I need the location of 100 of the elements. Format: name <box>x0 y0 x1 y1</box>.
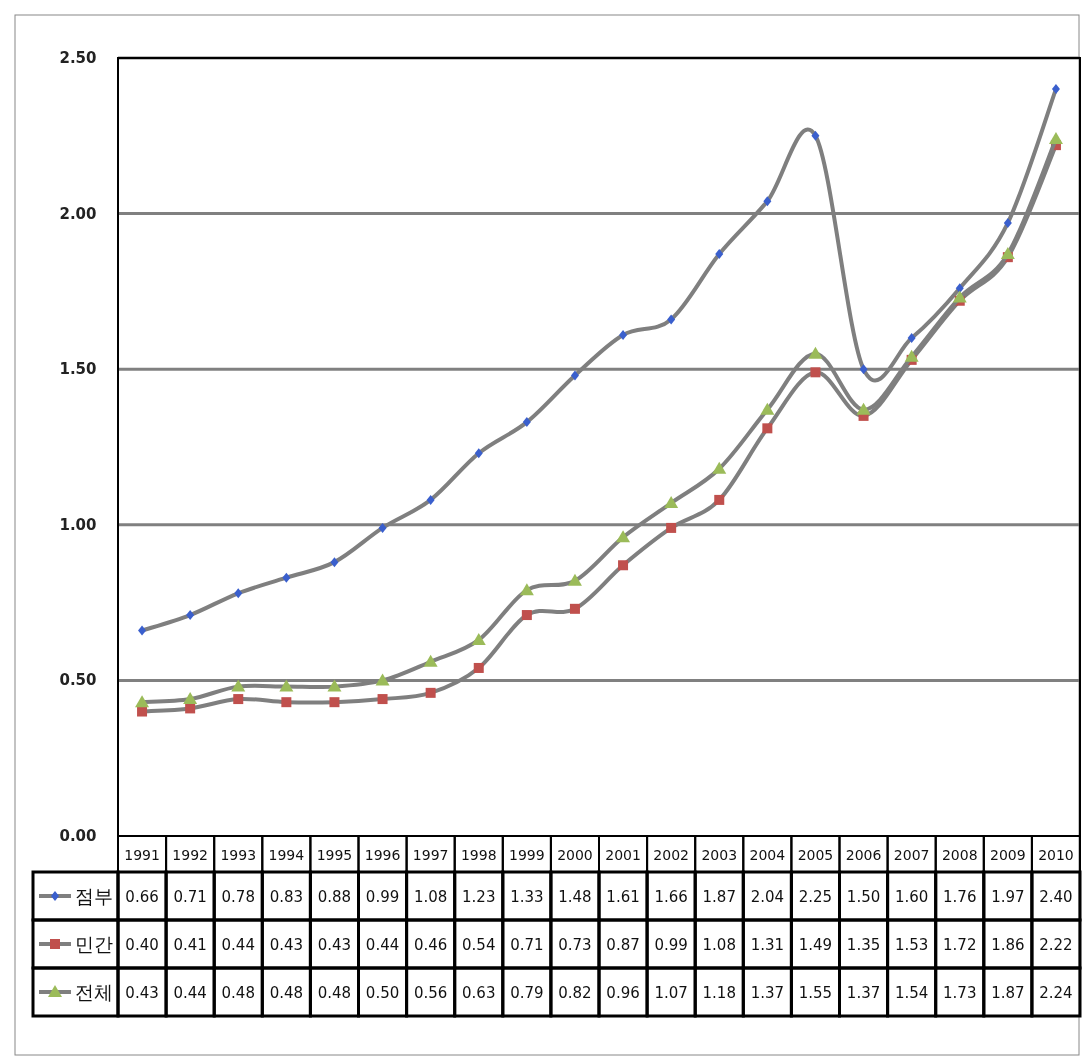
point <box>570 370 579 381</box>
point <box>522 417 531 428</box>
x-tick-label: 2003 <box>701 847 738 863</box>
point <box>183 692 198 705</box>
point <box>859 364 868 375</box>
data-label: 1.49 <box>798 936 833 954</box>
point <box>618 560 629 571</box>
point <box>616 530 631 543</box>
point <box>327 679 342 692</box>
data-label: 1.72 <box>943 936 977 954</box>
x-tick-label: 2009 <box>990 847 1026 863</box>
point <box>810 367 821 378</box>
data-label: 1.53 <box>894 936 929 954</box>
point <box>808 346 823 359</box>
point <box>1051 84 1060 95</box>
data-label: 0.71 <box>173 888 207 906</box>
data-label: 1.33 <box>510 888 544 906</box>
data-label: 1.37 <box>750 984 785 1002</box>
point <box>137 706 148 717</box>
x-tick-label: 1996 <box>364 847 401 863</box>
point <box>760 402 775 415</box>
data-label: 2.04 <box>750 888 785 906</box>
data-label: 1.35 <box>846 936 881 954</box>
point <box>281 697 292 708</box>
data-label: 2.40 <box>1039 888 1073 906</box>
data-label: 1.66 <box>654 888 688 906</box>
data-label: 1.08 <box>702 936 736 954</box>
data-label: 2.24 <box>1039 984 1073 1002</box>
data-label: 0.54 <box>462 936 496 954</box>
point <box>955 283 964 294</box>
point <box>233 694 244 705</box>
point <box>1003 217 1012 228</box>
y-tick-label: 2.00 <box>59 204 97 223</box>
point <box>667 314 676 325</box>
point <box>907 333 916 344</box>
point <box>666 522 677 533</box>
point <box>567 573 582 586</box>
point <box>519 583 534 596</box>
x-tick-label: 2007 <box>893 847 930 863</box>
data-label: 0.66 <box>125 888 159 906</box>
data-label: 1.61 <box>606 888 640 906</box>
data-label: 1.31 <box>750 936 785 954</box>
data-label: 1.55 <box>798 984 833 1002</box>
point <box>856 402 871 415</box>
x-tick-label: 1994 <box>268 847 305 863</box>
data-label: 0.71 <box>510 936 544 954</box>
data-label: 0.41 <box>173 936 207 954</box>
data-label: 1.08 <box>413 888 448 906</box>
y-tick-label: 2.50 <box>59 49 97 67</box>
point <box>426 494 435 505</box>
data-label: 0.40 <box>125 936 159 954</box>
data-label: 0.63 <box>462 984 496 1002</box>
x-tick-label: 2000 <box>557 847 593 863</box>
x-tick-label: 2008 <box>941 847 978 863</box>
data-label: 1.60 <box>894 888 929 906</box>
point <box>952 290 967 303</box>
x-tick-label: 1997 <box>412 847 449 863</box>
y-tick-label: 1.50 <box>59 360 97 379</box>
y-tick-label: 1.00 <box>59 515 97 534</box>
point <box>135 695 150 708</box>
data-label: 0.44 <box>365 936 400 954</box>
data-label: 0.48 <box>317 984 352 1002</box>
data-label: 0.88 <box>317 888 352 906</box>
data-label: 1.76 <box>943 888 977 906</box>
data-label: 1.73 <box>943 984 977 1002</box>
x-tick-label: 2005 <box>797 847 834 863</box>
x-tick-label: 1993 <box>220 847 257 863</box>
point <box>473 662 484 673</box>
data-label: 1.48 <box>558 888 592 906</box>
point <box>329 697 340 708</box>
data-label: 0.78 <box>221 888 255 906</box>
data-label: 0.46 <box>413 936 448 954</box>
data-label: 1.87 <box>702 888 736 906</box>
data-label: 0.43 <box>317 936 352 954</box>
data-label: 0.96 <box>606 984 640 1002</box>
point <box>375 673 390 686</box>
point <box>425 687 436 698</box>
data-label: 1.37 <box>846 984 881 1002</box>
data-label: 1.87 <box>991 984 1025 1002</box>
x-tick-label: 1991 <box>124 847 160 863</box>
data-label: 0.73 <box>558 936 592 954</box>
point <box>282 572 291 583</box>
x-tick-label: 2004 <box>749 847 786 863</box>
data-label: 2.22 <box>1039 936 1073 954</box>
data-label: 0.99 <box>365 888 400 906</box>
x-tick-label: 1999 <box>509 847 545 863</box>
point <box>231 679 246 692</box>
point <box>712 461 727 474</box>
data-label: 0.82 <box>558 984 592 1002</box>
data-label: 1.97 <box>991 888 1025 906</box>
data-label: 1.50 <box>846 888 881 906</box>
x-tick-label: 2006 <box>845 847 882 863</box>
data-label: 0.48 <box>269 984 304 1002</box>
data-label: 0.44 <box>221 936 255 954</box>
data-label: 1.86 <box>991 936 1025 954</box>
point <box>377 694 388 705</box>
point <box>474 448 483 459</box>
data-label: 0.83 <box>269 888 304 906</box>
point <box>811 130 820 141</box>
point <box>762 423 773 434</box>
